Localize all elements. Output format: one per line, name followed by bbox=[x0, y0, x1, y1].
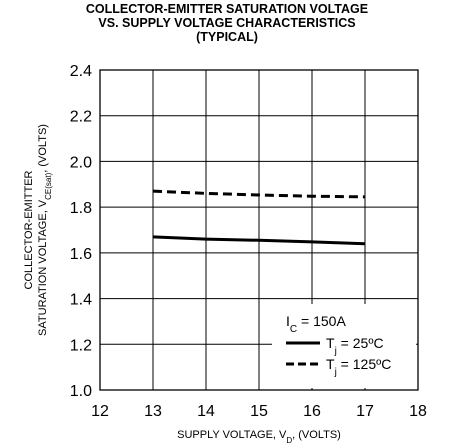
y-tick-label: 1.4 bbox=[70, 292, 92, 309]
y-axis-label-line-2: SATURATION VOLTAGE, VCE(sat), (VOLTS) bbox=[37, 124, 53, 336]
chart-title: COLLECTOR-EMITTER SATURATION VOLTAGE VS.… bbox=[0, 2, 454, 44]
x-tick-label: 12 bbox=[91, 403, 109, 420]
y-tick-label: 1.6 bbox=[70, 246, 92, 263]
chart-title-line-1: COLLECTOR-EMITTER SATURATION VOLTAGE bbox=[85, 2, 369, 16]
legend-box bbox=[272, 304, 416, 388]
series-line-25c bbox=[152, 235, 366, 246]
x-tick-label: 14 bbox=[197, 403, 215, 420]
x-tick-label: 16 bbox=[303, 403, 321, 420]
legend-entry-125c: Tj = 125ºC bbox=[326, 356, 391, 378]
x-tick-label: 13 bbox=[144, 403, 162, 420]
y-tick-label: 2.4 bbox=[70, 63, 92, 80]
legend-condition: IC = 150A bbox=[286, 313, 346, 335]
y-tick-label: 2.0 bbox=[70, 154, 92, 171]
plot-area-border bbox=[99, 69, 419, 391]
y-axis-label-line-1: COLLECTOR-EMITTER bbox=[23, 170, 35, 289]
y-tick-label: 1.0 bbox=[70, 383, 92, 400]
x-tick-label: 17 bbox=[356, 403, 374, 420]
x-tick-label: 15 bbox=[250, 403, 268, 420]
series-group bbox=[152, 189, 366, 246]
legend-entry-25c: Tj = 25ºC bbox=[326, 335, 384, 357]
chart-title-line-3: (TYPICAL) bbox=[196, 30, 258, 44]
chart-title-line-2: VS. SUPPLY VOLTAGE CHARACTERISTICS bbox=[98, 16, 356, 30]
tick-labels: 12 13 14 15 16 17 18 1.0 1.2 1.4 1.6 1.8 2.0 2.2 2.4 bbox=[70, 63, 427, 420]
y-tick-label: 1.8 bbox=[70, 200, 92, 217]
y-tick-label: 2.2 bbox=[70, 109, 92, 126]
x-axis-label: SUPPLY VOLTAGE, VD, (VOLTS) bbox=[177, 429, 341, 444]
x-tick-label: 18 bbox=[409, 403, 427, 420]
legend: IC = 150A Tj = 25ºC Tj = 125ºC bbox=[272, 304, 416, 388]
series-line-125c bbox=[152, 189, 366, 199]
y-tick-label: 1.2 bbox=[70, 337, 92, 354]
